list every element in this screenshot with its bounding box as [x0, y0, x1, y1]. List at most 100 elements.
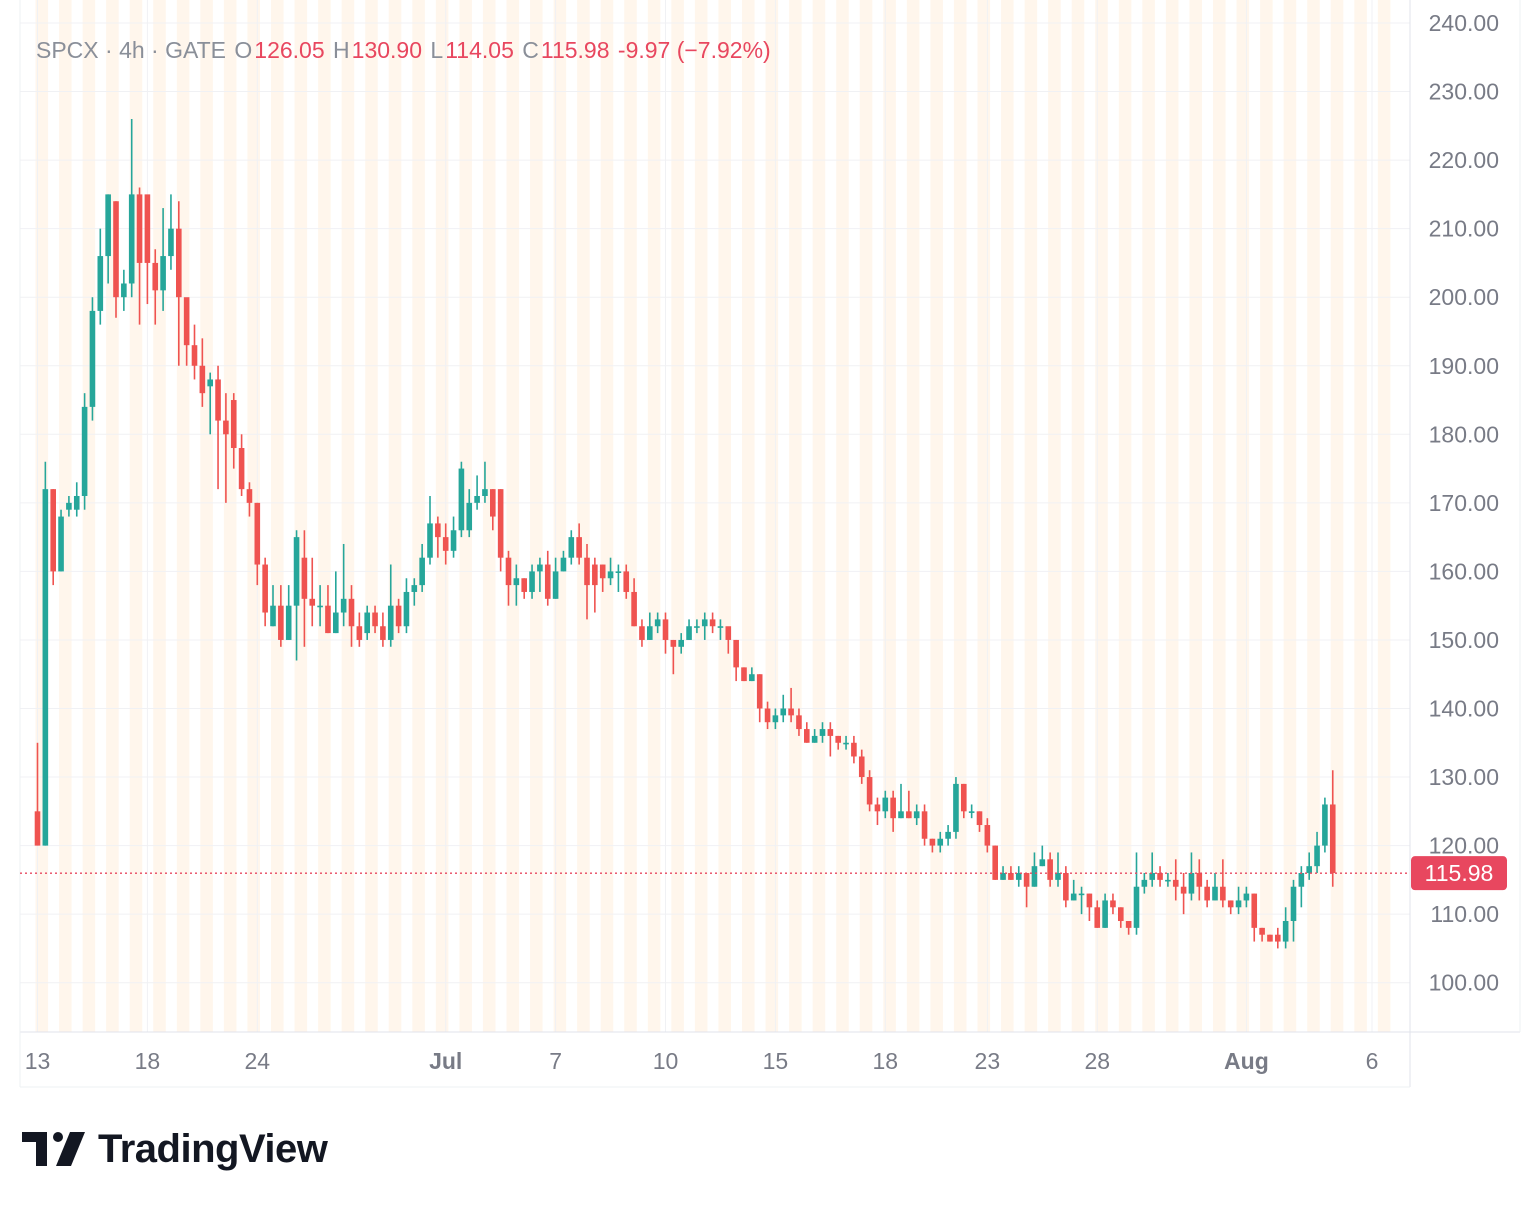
candle[interactable] — [136, 187, 143, 325]
candle[interactable] — [1243, 886, 1250, 908]
candle[interactable] — [309, 557, 316, 627]
candle[interactable] — [835, 735, 841, 750]
candle[interactable] — [380, 612, 386, 647]
candle[interactable] — [529, 564, 535, 599]
candle[interactable] — [497, 489, 504, 572]
candle[interactable] — [293, 530, 300, 661]
candle[interactable] — [552, 557, 559, 599]
candle[interactable] — [1118, 907, 1124, 928]
candle[interactable] — [537, 557, 543, 592]
candle[interactable] — [592, 557, 598, 613]
candle[interactable] — [615, 564, 622, 592]
candle[interactable] — [364, 605, 370, 640]
candle[interactable] — [435, 516, 441, 558]
candle[interactable] — [1267, 934, 1273, 942]
candle[interactable] — [568, 530, 575, 565]
candle[interactable] — [804, 722, 810, 743]
candle[interactable] — [961, 783, 967, 819]
candle[interactable] — [1047, 852, 1053, 887]
candle[interactable] — [780, 694, 787, 723]
candle[interactable] — [348, 585, 355, 647]
candle[interactable] — [1180, 873, 1187, 915]
candle[interactable] — [1055, 852, 1061, 887]
candle[interactable] — [1188, 852, 1195, 901]
candle[interactable] — [387, 564, 394, 647]
candle[interactable] — [215, 365, 221, 490]
candle[interactable] — [670, 639, 677, 675]
candle[interactable] — [427, 495, 433, 565]
candle[interactable] — [1133, 852, 1140, 935]
candle[interactable] — [372, 605, 378, 634]
candle[interactable] — [968, 804, 975, 819]
candle[interactable] — [1070, 879, 1077, 901]
candle[interactable] — [168, 194, 174, 270]
candle[interactable] — [121, 269, 127, 311]
candle[interactable] — [1220, 859, 1226, 908]
candle[interactable] — [560, 550, 567, 572]
candle[interactable] — [42, 461, 49, 846]
candle[interactable] — [984, 818, 991, 853]
candle[interactable] — [843, 735, 849, 750]
candle[interactable] — [505, 550, 512, 606]
candle[interactable] — [654, 612, 661, 634]
candle[interactable] — [733, 639, 739, 682]
candle[interactable] — [128, 118, 135, 298]
candle[interactable] — [1015, 866, 1022, 887]
candle[interactable] — [254, 502, 261, 586]
candle[interactable] — [191, 324, 198, 380]
candle[interactable] — [442, 523, 449, 565]
candle[interactable] — [1322, 797, 1328, 853]
candle[interactable] — [819, 722, 826, 743]
candle[interactable] — [270, 585, 276, 627]
candle[interactable] — [1282, 907, 1289, 949]
candle[interactable] — [395, 598, 402, 634]
candle[interactable] — [183, 297, 190, 366]
candle[interactable] — [105, 194, 111, 284]
candle[interactable] — [1275, 927, 1281, 949]
candle[interactable] — [584, 543, 590, 620]
candle[interactable] — [450, 516, 457, 558]
candle[interactable] — [97, 228, 104, 325]
candle[interactable] — [717, 619, 724, 640]
candle[interactable] — [238, 434, 245, 496]
candle[interactable] — [639, 619, 645, 647]
candle[interactable] — [874, 797, 881, 826]
candle[interactable] — [749, 667, 755, 682]
candle[interactable] — [647, 612, 653, 640]
candle[interactable] — [1259, 927, 1265, 942]
candle[interactable] — [1078, 886, 1085, 915]
candle[interactable] — [513, 564, 520, 606]
candle[interactable] — [1141, 873, 1148, 894]
candle[interactable] — [1314, 831, 1320, 874]
candle[interactable] — [599, 564, 606, 592]
candle[interactable] — [50, 489, 56, 586]
candle[interactable] — [851, 735, 857, 764]
candle[interactable] — [301, 530, 308, 647]
candle[interactable] — [701, 612, 708, 640]
candle[interactable] — [223, 393, 229, 503]
candle[interactable] — [1329, 770, 1336, 887]
candle[interactable] — [686, 619, 692, 640]
candle[interactable] — [921, 804, 928, 846]
candle[interactable] — [858, 749, 865, 784]
candle[interactable] — [66, 495, 72, 517]
candle[interactable] — [1000, 866, 1006, 880]
candle[interactable] — [992, 845, 998, 880]
candle[interactable] — [466, 489, 473, 538]
candle[interactable] — [1196, 859, 1203, 901]
candle[interactable] — [1165, 873, 1171, 887]
candle[interactable] — [929, 838, 936, 853]
candle[interactable] — [1094, 900, 1101, 928]
candle[interactable] — [764, 701, 771, 730]
candle[interactable] — [898, 783, 904, 819]
candle[interactable] — [811, 729, 818, 743]
candle[interactable] — [1212, 873, 1218, 901]
candle[interactable] — [976, 811, 983, 832]
candle[interactable] — [1110, 893, 1116, 915]
candle[interactable] — [1157, 866, 1163, 887]
candle[interactable] — [34, 742, 41, 846]
candle[interactable] — [152, 249, 159, 325]
candle[interactable] — [230, 393, 237, 469]
candle[interactable] — [160, 208, 166, 311]
candle[interactable] — [285, 585, 292, 640]
